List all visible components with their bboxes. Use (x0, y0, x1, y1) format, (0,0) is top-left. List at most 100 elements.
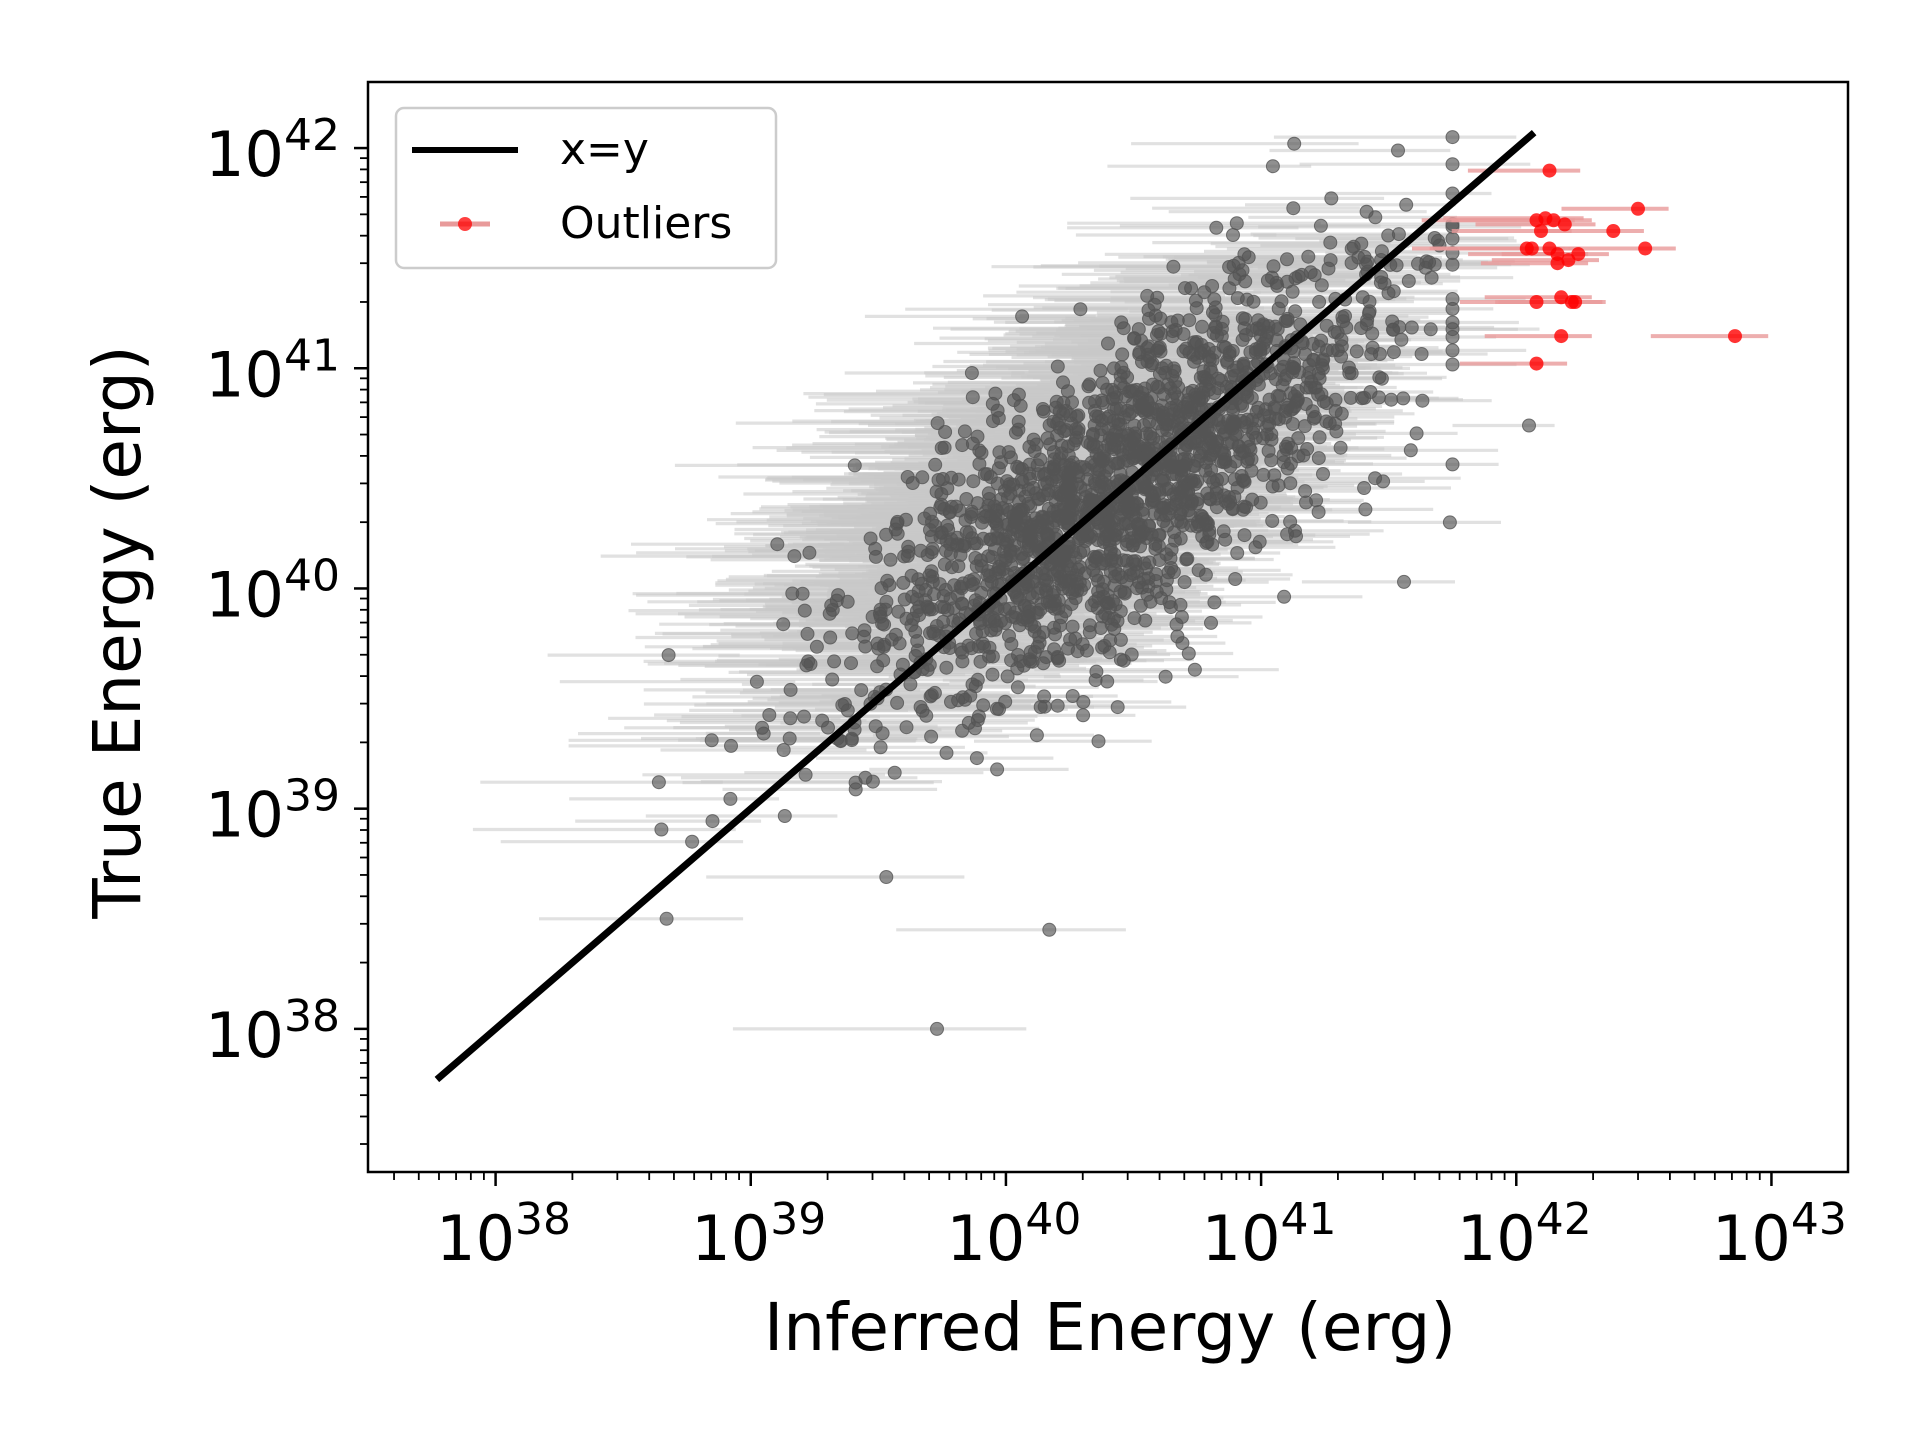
data-point (1007, 393, 1021, 408)
data-point (1047, 620, 1061, 635)
data-point (1102, 645, 1117, 660)
data-point (809, 639, 824, 654)
data-point (1358, 502, 1373, 517)
data-point (1414, 347, 1429, 361)
data-point (1319, 396, 1334, 411)
data-point (957, 424, 972, 439)
data-point (1149, 584, 1164, 599)
data-point (868, 541, 883, 556)
data-point (1010, 661, 1025, 676)
data-point (981, 486, 996, 501)
data-point (888, 627, 903, 642)
data-point (969, 751, 984, 766)
data-point (1342, 366, 1357, 380)
data-point (1160, 377, 1175, 392)
outlier-point (1554, 329, 1569, 344)
data-point (1154, 473, 1169, 488)
data-point (1397, 574, 1411, 589)
data-point (1181, 385, 1196, 400)
data-point (1165, 391, 1180, 406)
data-point (1324, 191, 1339, 206)
data-point (1160, 423, 1175, 438)
data-point (1227, 414, 1242, 429)
data-point (1175, 636, 1190, 651)
tick-exponent: 41 (284, 330, 340, 381)
data-point (990, 601, 1005, 616)
data-point (1015, 309, 1030, 324)
x-tick-label: 1041 (1202, 1194, 1337, 1275)
data-point (1210, 434, 1225, 449)
data-point (964, 366, 979, 380)
data-point (1236, 359, 1251, 374)
tick-base: 10 (205, 338, 284, 411)
data-point (1237, 321, 1252, 336)
data-point (1209, 320, 1223, 335)
data-point (827, 654, 842, 669)
data-point (899, 720, 914, 735)
data-point (1392, 320, 1407, 335)
data-point (1328, 403, 1343, 418)
data-point (1065, 619, 1080, 634)
data-point (822, 606, 837, 621)
data-point (1240, 454, 1255, 469)
x-axis-ticks: 1038 1039 1040 1041 1042 1043 (393, 1172, 1847, 1275)
data-point (920, 548, 935, 562)
data-point (1069, 568, 1084, 583)
data-point (800, 626, 815, 641)
data-point (1305, 336, 1320, 351)
data-point (1084, 598, 1099, 613)
data-point (1050, 416, 1065, 431)
legend-label-outliers: Outliers (560, 198, 732, 249)
data-point (1209, 220, 1224, 235)
outlier-point (1534, 224, 1548, 238)
data-point (1279, 368, 1294, 383)
data-point (1312, 430, 1327, 445)
data-point (897, 549, 912, 564)
data-point (1325, 343, 1340, 358)
data-point (1064, 477, 1079, 492)
data-point (1124, 531, 1139, 546)
data-point (945, 560, 959, 575)
data-point (1101, 515, 1116, 530)
data-point (1064, 597, 1079, 612)
data-point (951, 472, 966, 487)
data-point (1164, 458, 1179, 473)
data-point (847, 458, 862, 473)
data-point (1151, 528, 1166, 543)
data-point (934, 525, 949, 540)
data-point (1360, 254, 1375, 269)
data-point (1237, 528, 1252, 543)
data-point (1110, 700, 1125, 715)
data-point (1184, 281, 1199, 296)
data-point (1206, 475, 1221, 490)
tick-base: 10 (1457, 1202, 1536, 1275)
data-point (897, 592, 912, 607)
data-point (1386, 345, 1401, 360)
data-point (1116, 454, 1131, 469)
outlier-errorbars (1412, 168, 1769, 366)
data-point (1050, 650, 1065, 664)
data-point (1040, 431, 1055, 446)
data-point (870, 636, 885, 651)
data-point (890, 695, 905, 710)
data-point (1011, 422, 1026, 437)
data-point (1197, 285, 1212, 300)
data-point (1297, 419, 1312, 434)
data-point (1190, 492, 1205, 507)
data-point (1061, 439, 1075, 454)
data-point (825, 672, 840, 687)
data-point (1445, 357, 1460, 372)
outlier-point (1554, 290, 1569, 305)
data-point (661, 648, 676, 663)
data-point (1114, 315, 1129, 330)
tick-base: 10 (946, 1202, 1025, 1275)
tick-base: 10 (436, 1202, 515, 1275)
data-point (1445, 157, 1460, 172)
data-point (783, 711, 798, 726)
data-point (1142, 555, 1157, 570)
data-point (1431, 233, 1445, 248)
data-point (1181, 646, 1196, 661)
data-point (1061, 641, 1075, 656)
data-point (1146, 493, 1161, 508)
tick-base: 10 (205, 118, 284, 191)
